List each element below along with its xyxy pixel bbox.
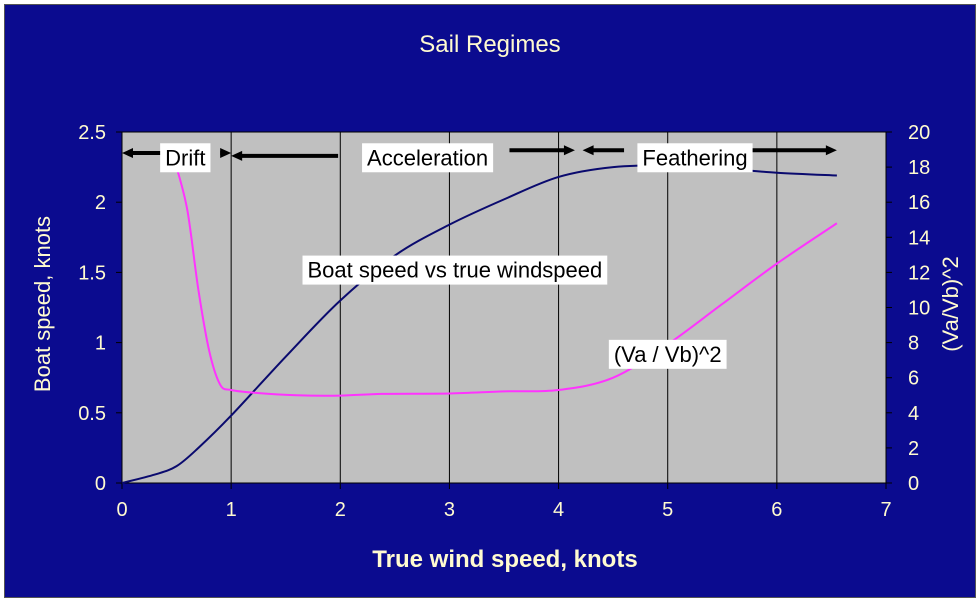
arrow-head xyxy=(231,150,243,161)
annotation-box xyxy=(608,339,727,369)
annotation-label: Boat speed vs true windspeed xyxy=(302,255,608,285)
y-right-tick-label: 20 xyxy=(908,122,930,144)
chart-title: Sail Regimes xyxy=(419,31,560,58)
regime-arrow xyxy=(749,145,837,156)
arrow-head xyxy=(122,148,133,159)
annotation-label: Drift xyxy=(160,143,211,173)
y-left-tick-label: 2 xyxy=(95,192,106,214)
annotation-text: Acceleration xyxy=(367,145,488,170)
y-right-tick-label: 4 xyxy=(908,403,919,425)
x-axis-label: True wind speed, knots xyxy=(372,546,637,573)
x-tick-label: 1 xyxy=(226,499,237,521)
y-left-tick-label: 1.5 xyxy=(78,262,106,284)
y-right-tick-label: 0 xyxy=(908,473,919,495)
annotation-text: Drift xyxy=(165,145,205,170)
annotation-box xyxy=(160,143,211,173)
x-tick-label: 7 xyxy=(880,499,891,521)
y-left-tick-label: 0.5 xyxy=(78,403,106,425)
annotation-text: Feathering xyxy=(642,145,747,170)
regime-arrow xyxy=(220,148,232,159)
x-tick-label: 6 xyxy=(771,499,782,521)
y-right-tick-label: 2 xyxy=(908,438,919,460)
y-right-tick-label: 8 xyxy=(908,333,919,355)
y-axis-left-label: Boat speed, knots xyxy=(30,216,55,392)
y-left-tick-label: 2.5 xyxy=(78,122,106,144)
y-right-tick-label: 6 xyxy=(908,368,919,390)
y-right-tick-label: 10 xyxy=(908,298,930,320)
y-right-tick-label: 14 xyxy=(908,227,930,249)
annotation-box xyxy=(302,255,608,285)
x-tick-label: 3 xyxy=(444,499,455,521)
y-right-tick-label: 18 xyxy=(908,157,930,179)
annotation-label: Feathering xyxy=(637,143,753,173)
regime-arrow xyxy=(582,145,625,156)
regime-arrow xyxy=(231,150,339,161)
x-tick-label: 2 xyxy=(335,499,346,521)
y-axis-right-label: (Va/Vb)^2 xyxy=(938,256,963,352)
x-tick-label: 0 xyxy=(116,499,127,521)
annotation-label: (Va / Vb)^2 xyxy=(608,339,727,369)
annotation-label: Acceleration xyxy=(362,143,494,173)
arrow-head xyxy=(220,148,232,159)
annotation-box xyxy=(637,143,753,173)
y-left-tick-label: 1 xyxy=(95,333,106,355)
ratio-squared-line xyxy=(175,166,838,397)
x-tick-label: 5 xyxy=(662,499,673,521)
annotation-text: Boat speed vs true windspeed xyxy=(308,258,603,283)
plot-area xyxy=(121,131,887,484)
regime-arrow xyxy=(509,145,575,156)
arrow-head xyxy=(563,145,575,156)
y-left-tick-label: 0 xyxy=(95,473,106,495)
annotation-box xyxy=(362,143,494,173)
regime-arrow xyxy=(122,148,166,159)
y-right-tick-label: 12 xyxy=(908,262,930,284)
arrow-head xyxy=(582,145,594,156)
y-right-tick-label: 16 xyxy=(908,192,930,214)
arrow-head xyxy=(825,145,837,156)
x-tick-label: 4 xyxy=(553,499,564,521)
annotation-text: (Va / Vb)^2 xyxy=(614,342,722,367)
